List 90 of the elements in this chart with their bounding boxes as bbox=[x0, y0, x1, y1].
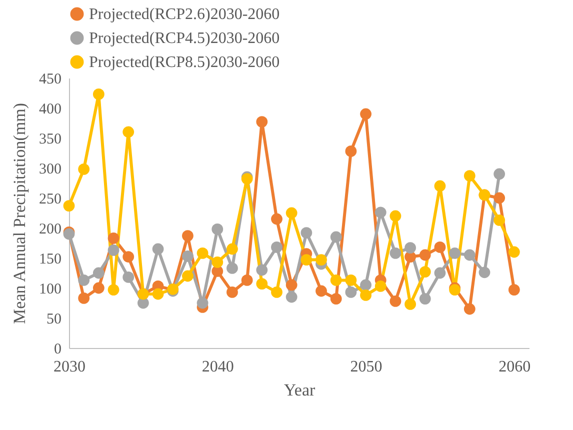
point bbox=[182, 270, 194, 282]
y-axis-title: Mean Annual Precipitation(mm) bbox=[10, 103, 29, 324]
y-tick-label: 350 bbox=[39, 132, 62, 148]
point bbox=[316, 285, 327, 297]
point bbox=[63, 200, 75, 212]
point bbox=[271, 286, 282, 298]
point bbox=[182, 230, 194, 242]
point bbox=[360, 108, 372, 120]
point bbox=[330, 274, 342, 286]
point bbox=[108, 284, 120, 296]
point bbox=[494, 168, 506, 180]
point bbox=[256, 264, 268, 276]
point bbox=[345, 146, 357, 157]
point bbox=[360, 290, 372, 301]
point bbox=[286, 291, 298, 303]
point bbox=[286, 207, 298, 219]
point bbox=[374, 280, 386, 292]
point bbox=[464, 303, 476, 315]
point bbox=[92, 88, 104, 100]
point bbox=[464, 249, 476, 261]
point bbox=[92, 267, 104, 279]
point bbox=[345, 286, 357, 298]
point bbox=[374, 206, 386, 218]
point bbox=[256, 278, 268, 290]
point bbox=[226, 243, 238, 255]
point bbox=[508, 246, 520, 258]
point bbox=[92, 282, 104, 294]
point bbox=[108, 232, 120, 244]
point bbox=[404, 298, 416, 310]
point bbox=[345, 274, 357, 286]
point bbox=[182, 250, 194, 262]
x-tick-label: 2040 bbox=[202, 358, 234, 376]
y-tick-label: 250 bbox=[39, 192, 62, 208]
point bbox=[271, 213, 282, 225]
point bbox=[122, 126, 134, 138]
x-tick-label: 2050 bbox=[350, 358, 382, 376]
point bbox=[330, 231, 342, 243]
point bbox=[360, 279, 372, 291]
point bbox=[330, 293, 342, 304]
legend-label: Projected(RCP2.6)2030-2060 bbox=[89, 6, 280, 23]
point bbox=[78, 164, 90, 175]
point bbox=[390, 296, 402, 307]
point bbox=[300, 254, 312, 266]
point bbox=[286, 279, 298, 291]
y-tick-label: 200 bbox=[39, 222, 62, 238]
point bbox=[419, 293, 431, 304]
point bbox=[478, 266, 490, 278]
point bbox=[434, 180, 446, 192]
point bbox=[78, 292, 90, 304]
point bbox=[494, 192, 506, 204]
x-tick-label: 2060 bbox=[498, 358, 531, 376]
point bbox=[256, 116, 268, 128]
y-tick-label: 150 bbox=[39, 252, 62, 268]
point bbox=[226, 262, 238, 274]
point bbox=[404, 242, 416, 254]
point bbox=[78, 274, 90, 286]
legend-label: Projected(RCP4.5)2030-2060 bbox=[89, 30, 280, 47]
point bbox=[449, 248, 461, 259]
y-tick-label: 100 bbox=[39, 282, 62, 298]
point bbox=[464, 170, 476, 182]
y-tick-label: 400 bbox=[39, 102, 62, 118]
y-tick-label: 0 bbox=[54, 342, 62, 358]
point bbox=[152, 243, 164, 255]
point bbox=[122, 272, 134, 283]
point bbox=[419, 249, 431, 261]
point bbox=[271, 242, 282, 253]
point bbox=[434, 242, 446, 253]
point bbox=[241, 274, 253, 286]
point bbox=[494, 214, 506, 226]
point bbox=[300, 227, 312, 238]
point bbox=[212, 256, 224, 268]
point bbox=[226, 286, 238, 298]
point bbox=[196, 297, 208, 309]
point bbox=[390, 248, 402, 259]
y-tick-label: 50 bbox=[46, 312, 62, 328]
x-tick-label: 2030 bbox=[54, 358, 86, 376]
y-tick-label: 300 bbox=[39, 162, 62, 178]
point bbox=[419, 266, 431, 278]
point bbox=[152, 288, 164, 300]
point bbox=[108, 244, 120, 256]
point bbox=[196, 248, 208, 259]
x-axis-title: Year bbox=[284, 380, 316, 400]
point bbox=[122, 251, 134, 262]
y-tick-label: 450 bbox=[39, 72, 62, 88]
point bbox=[508, 284, 520, 296]
point bbox=[212, 224, 224, 235]
point bbox=[390, 210, 402, 222]
point bbox=[434, 267, 446, 279]
point bbox=[316, 254, 327, 266]
legend-label: Projected(RCP8.5)2030-2060 bbox=[89, 54, 280, 71]
